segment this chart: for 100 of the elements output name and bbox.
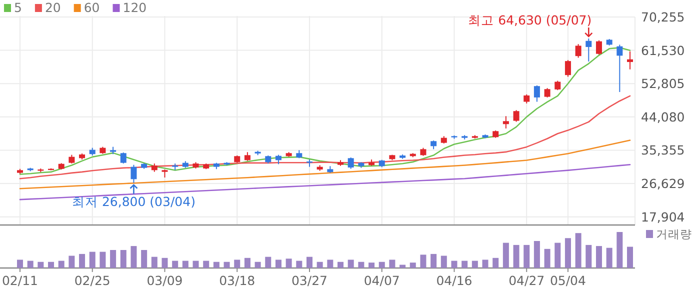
bar — [224, 262, 230, 268]
bar — [534, 241, 540, 268]
y-tick-label: 70,255 — [641, 10, 685, 24]
candlestick — [130, 164, 137, 184]
x-tick-label: 04/07 — [364, 273, 400, 288]
y-tick-label: 26,629 — [641, 176, 685, 192]
bar — [596, 246, 602, 268]
y-tick-label: 44,080 — [641, 109, 685, 124]
bar — [17, 260, 23, 268]
candlestick — [275, 154, 282, 165]
bar — [462, 260, 468, 268]
bar — [451, 260, 458, 268]
bar — [544, 248, 550, 268]
bar — [338, 262, 344, 268]
bar — [58, 260, 64, 268]
bar — [48, 262, 54, 268]
y-tick-label: 35,355 — [641, 142, 685, 158]
bar — [368, 262, 375, 268]
x-tick-label: 03/18 — [219, 273, 256, 288]
bar — [172, 260, 178, 268]
bar — [575, 233, 582, 268]
bar — [327, 260, 334, 268]
y-tick-label: 61,530 — [641, 42, 685, 58]
bar — [389, 260, 396, 268]
annotation: 최저 26,800 (03/04) — [72, 194, 196, 209]
x-tick-label: 02/11 — [2, 273, 38, 288]
bar — [410, 262, 416, 268]
annotation: 최고 64,630 (05/07) — [468, 12, 592, 28]
legend-label: 5 — [14, 0, 22, 15]
x-tick-label: 03/09 — [146, 273, 183, 288]
bar — [513, 244, 520, 268]
line-series — [19, 47, 631, 175]
x-tick-label: 04/27 — [508, 273, 545, 288]
bar — [316, 262, 323, 268]
bar — [182, 260, 188, 268]
line-series — [19, 140, 631, 190]
candlestick — [627, 50, 633, 70]
legend-label: 60 — [84, 0, 100, 15]
candlestick — [554, 80, 561, 91]
bar — [524, 244, 530, 268]
bar — [38, 262, 44, 268]
bar — [254, 262, 261, 268]
bar — [244, 258, 250, 268]
x-tick-label: 05/04 — [550, 273, 586, 288]
bar — [306, 256, 312, 268]
candlestick — [544, 88, 550, 98]
candlestick — [534, 84, 540, 102]
bar — [296, 260, 302, 268]
x-tick-label: 03/27 — [291, 273, 328, 288]
candlestick — [616, 44, 623, 93]
bar — [430, 254, 437, 268]
y-tick-label: 17,904 — [641, 209, 685, 224]
bar — [627, 246, 633, 268]
x-tick-label: 02/25 — [74, 273, 110, 288]
bar — [275, 260, 282, 268]
bar — [234, 260, 240, 268]
bar — [203, 260, 210, 268]
bar — [151, 256, 158, 268]
legend-label: 20 — [44, 0, 61, 15]
y-tick-label: 52,805 — [641, 76, 685, 92]
bar — [213, 262, 220, 268]
candlestick — [513, 110, 520, 122]
bar — [192, 260, 199, 268]
bar — [348, 260, 354, 268]
bar — [606, 248, 612, 268]
bar — [265, 256, 272, 268]
bar — [378, 262, 385, 268]
bar — [482, 260, 488, 268]
line-series — [19, 95, 631, 180]
candlestick — [524, 94, 530, 104]
bar — [162, 258, 168, 268]
candlestick — [348, 156, 354, 170]
bar — [586, 244, 592, 268]
bar — [616, 232, 623, 268]
candlestick — [586, 38, 592, 62]
bar — [110, 250, 116, 268]
bar — [502, 242, 509, 268]
bar — [554, 242, 561, 268]
bar — [100, 252, 106, 268]
bar — [79, 254, 86, 268]
bar — [358, 262, 364, 268]
bar — [286, 258, 292, 268]
bar — [27, 260, 34, 268]
bar — [89, 252, 96, 268]
x-tick-label: 04/16 — [436, 273, 472, 288]
legend-label: 120 — [122, 0, 147, 15]
bar — [492, 258, 499, 268]
bar — [564, 238, 571, 268]
bar — [141, 250, 148, 268]
candlestick — [596, 40, 602, 56]
bar — [472, 260, 478, 268]
candlestick — [502, 116, 509, 129]
bar — [68, 256, 75, 268]
bar — [420, 254, 426, 268]
bar — [440, 256, 447, 268]
bar — [130, 246, 137, 268]
candlestick — [564, 60, 571, 78]
bar — [400, 264, 406, 268]
candlestick — [575, 44, 582, 58]
legend-label: 거래량 — [656, 227, 692, 241]
